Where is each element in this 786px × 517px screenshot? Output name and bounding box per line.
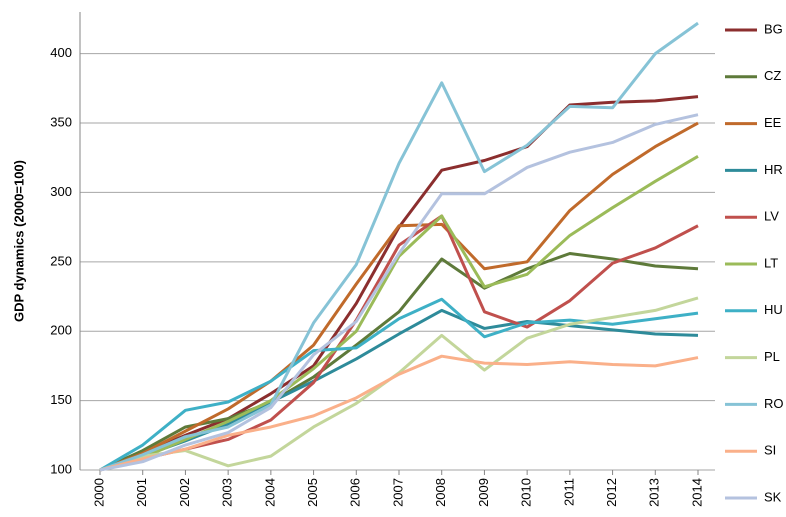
legend-label: CZ <box>764 68 781 83</box>
x-tick-label: 2007 <box>390 478 405 507</box>
series-line <box>99 354 699 472</box>
legend-label: HR <box>764 162 783 177</box>
series-line <box>99 121 699 472</box>
series-line <box>99 95 699 472</box>
legend-label: LT <box>764 255 778 270</box>
series-line <box>99 113 699 472</box>
x-tick-label: 2001 <box>134 478 149 507</box>
y-tick-label: 100 <box>50 461 72 476</box>
legend-label: HU <box>764 302 783 317</box>
x-tick-label: 2008 <box>433 478 448 507</box>
x-tick-label: 2003 <box>220 478 235 507</box>
y-tick-label: 400 <box>50 45 72 60</box>
series-line <box>99 21 699 472</box>
y-tick-label: 250 <box>50 253 72 268</box>
x-tick-label: 2006 <box>348 478 363 507</box>
legend-label: EE <box>764 115 782 130</box>
x-tick-label: 2013 <box>647 478 662 507</box>
legend-label: BG <box>764 21 783 36</box>
y-axis-label: GDP dynamics (2000=100) <box>11 160 26 322</box>
legend-label: PL <box>764 349 780 364</box>
x-tick-label: 2009 <box>476 478 491 507</box>
x-tick-label: 2010 <box>519 478 534 507</box>
x-tick-label: 2000 <box>91 478 106 507</box>
series-line <box>99 297 699 472</box>
x-tick-label: 2012 <box>604 478 619 507</box>
series-line <box>99 308 699 472</box>
x-tick-label: 2004 <box>262 478 277 507</box>
legend-label: SI <box>764 443 776 458</box>
x-tick-label: 2005 <box>305 478 320 507</box>
y-tick-label: 300 <box>50 184 72 199</box>
legend-label: RO <box>764 396 784 411</box>
y-tick-label: 350 <box>50 114 72 129</box>
y-tick-label: 150 <box>50 392 72 407</box>
legend-label: LV <box>764 209 779 224</box>
y-tick-label: 200 <box>50 323 72 338</box>
x-tick-label: 2002 <box>177 478 192 507</box>
x-tick-label: 2014 <box>689 478 704 507</box>
legend-label: SK <box>764 489 782 504</box>
x-tick-label: 2011 <box>561 478 576 506</box>
